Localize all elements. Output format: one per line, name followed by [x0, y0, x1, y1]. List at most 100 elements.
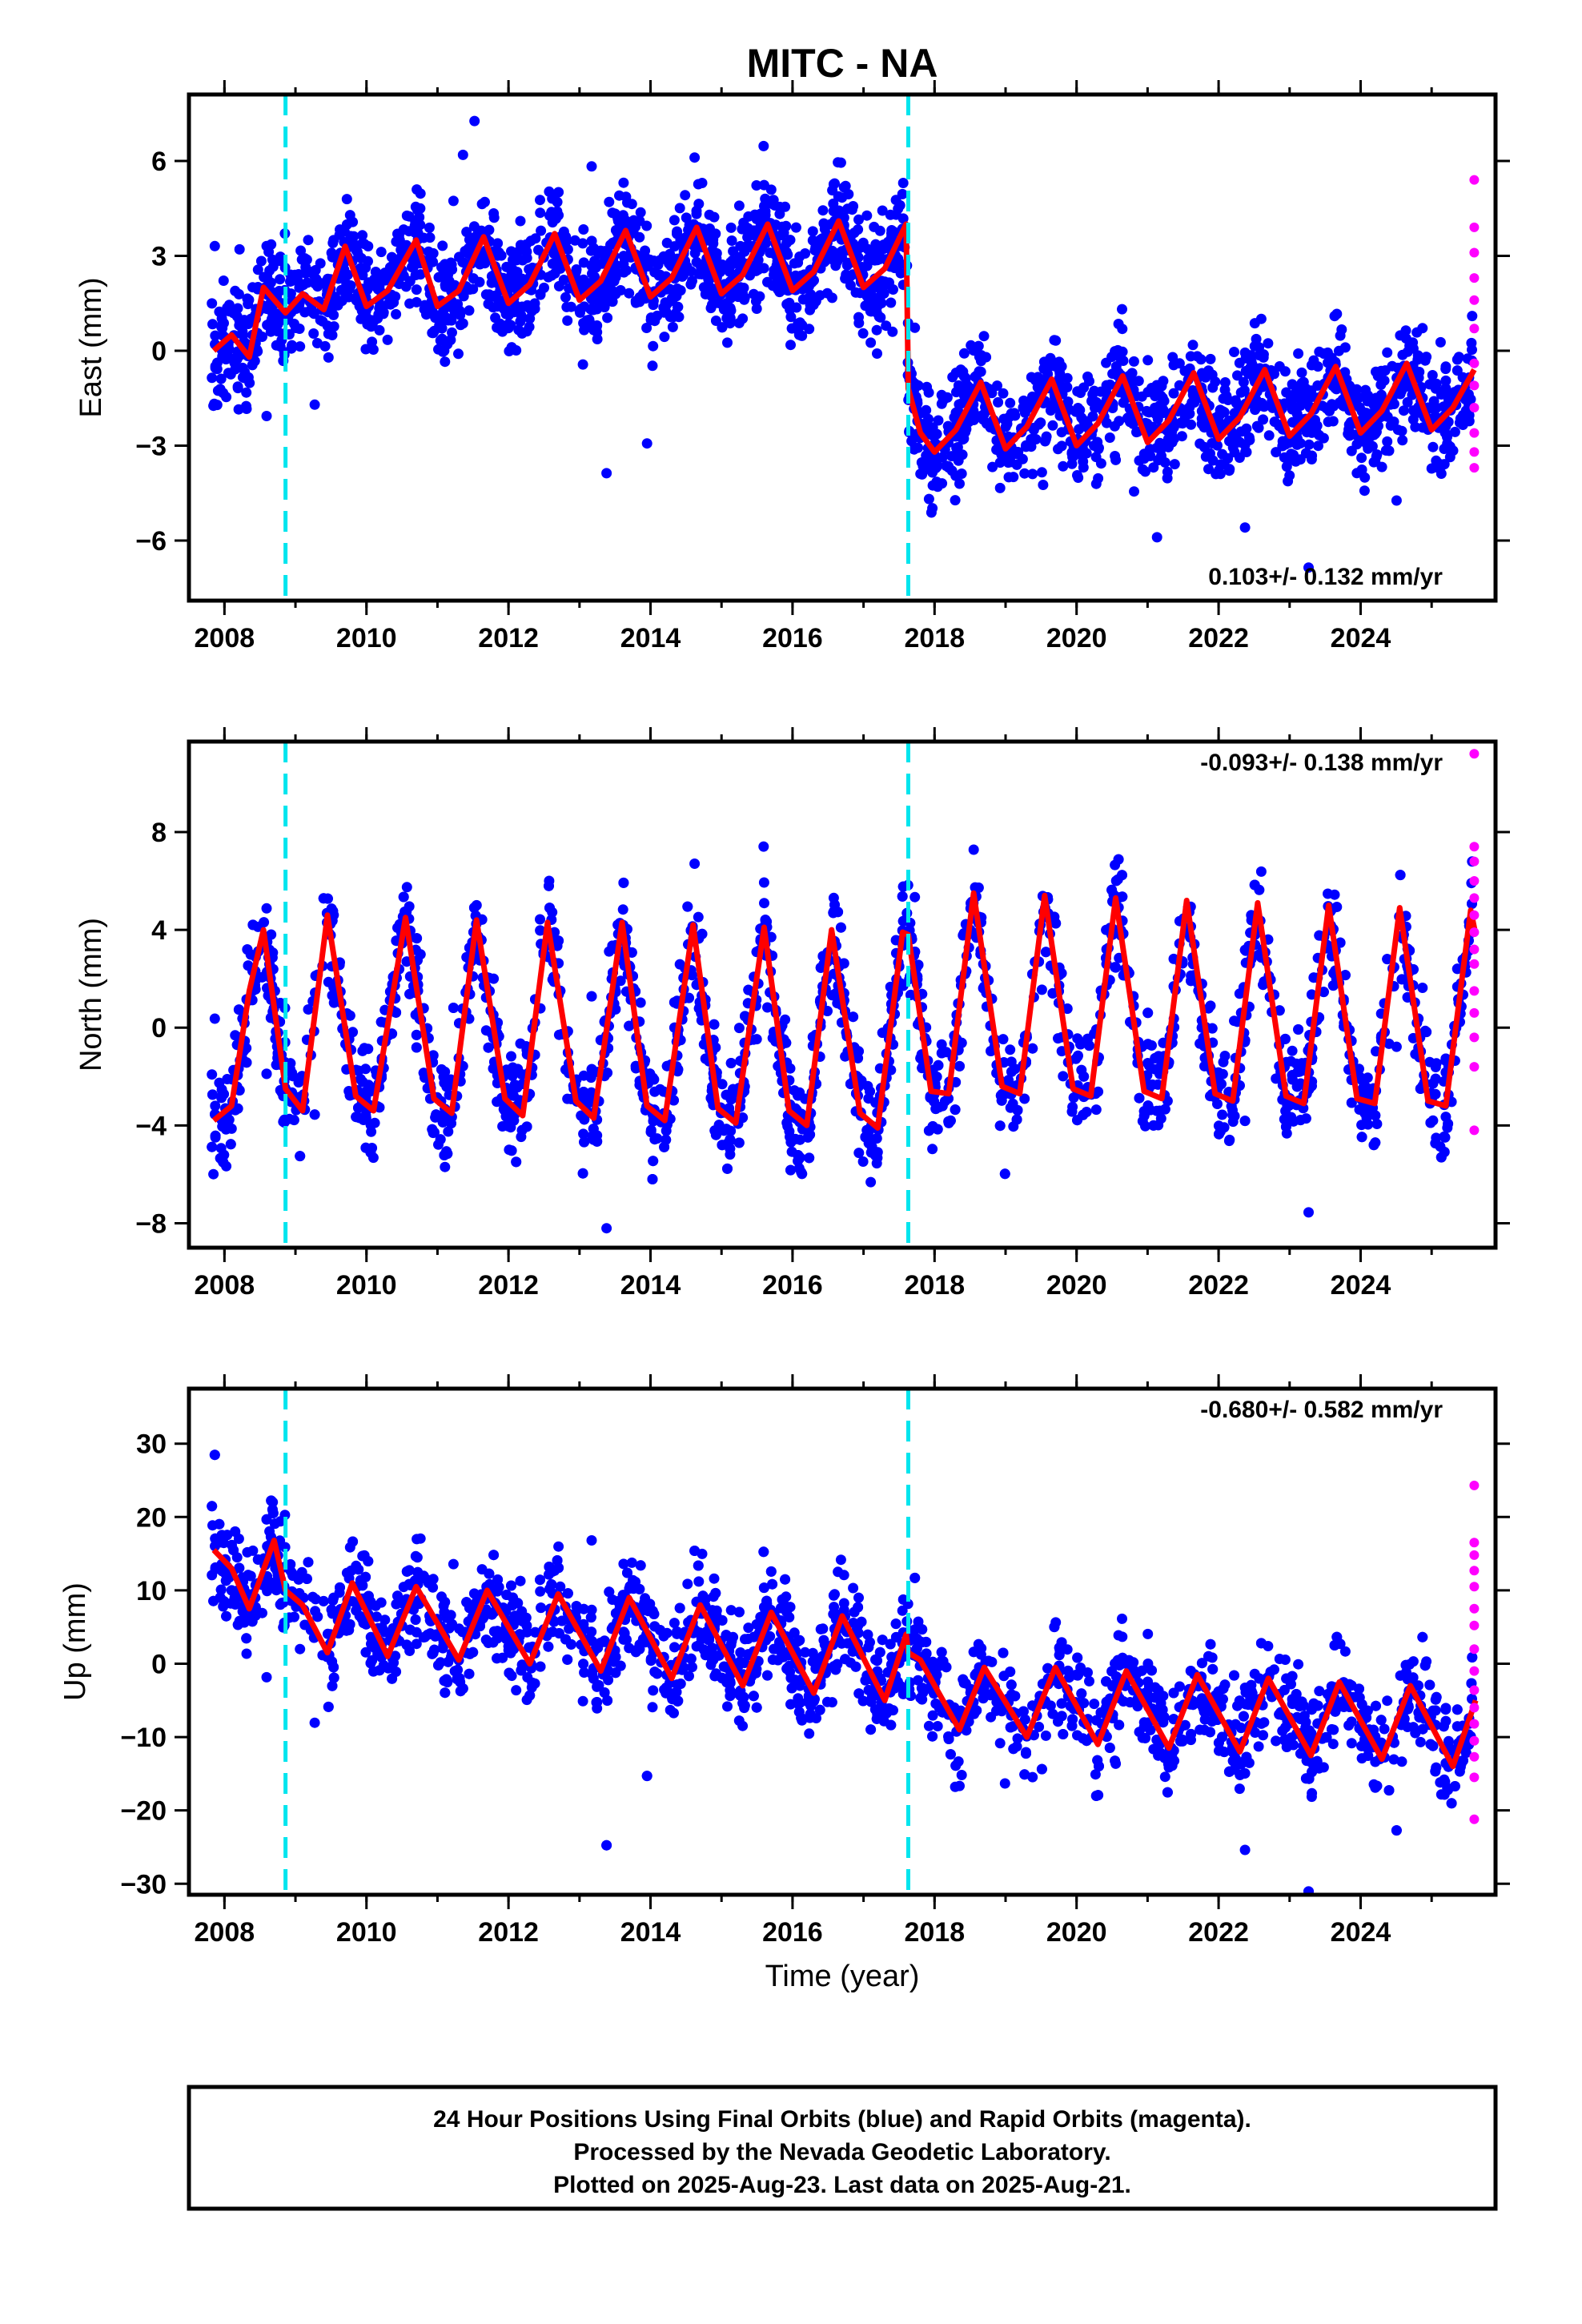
east-final-point	[1359, 485, 1370, 497]
east-final-point	[1185, 351, 1196, 362]
east-final-point	[921, 381, 933, 392]
east-final-point	[461, 227, 472, 238]
east-final-point	[1232, 370, 1243, 381]
east-final-point	[1318, 432, 1329, 444]
north-final-point	[765, 931, 777, 943]
east-final-point	[1382, 347, 1393, 358]
north-final-point	[509, 1080, 520, 1091]
east-final-point	[604, 196, 615, 207]
east-final-point	[885, 297, 897, 308]
north-final-point	[544, 903, 555, 914]
north-final-point	[351, 1112, 362, 1123]
north-final-point	[797, 1168, 808, 1180]
east-rapid-point	[1469, 463, 1480, 473]
east-final-point	[828, 179, 839, 190]
east-x-tick-label: 2018	[904, 623, 965, 653]
east-final-point	[1327, 416, 1339, 427]
north-final-point	[392, 923, 403, 933]
north-final-point	[782, 1120, 793, 1132]
east-final-point	[694, 259, 705, 270]
east-final-point	[295, 341, 306, 352]
east-final-point	[874, 225, 885, 236]
east-final-point	[209, 240, 220, 251]
east-final-point	[685, 266, 697, 277]
east-final-point	[927, 503, 938, 514]
east-final-point	[950, 470, 962, 481]
east-final-point	[992, 380, 1002, 392]
north-final-point	[1382, 954, 1393, 965]
east-final-point	[853, 214, 864, 225]
east-final-point	[981, 418, 992, 429]
east-final-point	[666, 293, 677, 304]
east-final-point	[1391, 495, 1402, 506]
east-final-point	[1056, 361, 1067, 372]
east-final-point	[881, 279, 892, 290]
east-final-point	[578, 318, 589, 328]
east-final-point	[890, 209, 901, 220]
east-final-point	[469, 115, 480, 127]
east-final-point	[1117, 324, 1128, 335]
east-final-point	[713, 298, 725, 308]
east-final-point	[1460, 394, 1471, 405]
east-final-point	[1019, 407, 1030, 418]
east-final-point	[1388, 416, 1399, 428]
east-final-point	[998, 388, 1009, 399]
east-y-tick-label: 3	[151, 241, 167, 271]
east-final-point	[1286, 448, 1297, 460]
east-final-point	[359, 239, 370, 250]
east-final-point	[1037, 376, 1048, 387]
north-final-point	[1148, 1120, 1159, 1131]
north-final-point	[1019, 1093, 1030, 1104]
east-final-point	[817, 205, 829, 216]
north-final-point	[624, 1020, 635, 1031]
east-final-point	[411, 284, 422, 296]
east-final-point	[429, 325, 440, 336]
east-final-point	[578, 274, 589, 285]
east-final-point	[1110, 451, 1121, 461]
north-final-point	[1113, 854, 1124, 865]
east-final-point	[585, 245, 596, 256]
east-final-point	[1300, 448, 1311, 459]
east-final-point	[1452, 365, 1463, 376]
east-final-point	[689, 152, 701, 163]
east-x-tick-label: 2024	[1331, 623, 1391, 653]
east-final-point	[1114, 416, 1125, 427]
east-final-point	[814, 290, 825, 301]
east-final-point	[440, 259, 451, 270]
north-final-point	[760, 915, 771, 926]
north-final-point	[848, 1011, 859, 1023]
east-final-point	[1021, 441, 1031, 452]
north-final-point	[615, 975, 626, 987]
east-final-point	[1435, 336, 1446, 348]
north-final-orbit-points	[207, 841, 1478, 1234]
north-final-point	[327, 990, 338, 1001]
east-final-point	[309, 399, 320, 410]
north-final-point	[1354, 1072, 1365, 1083]
east-final-point	[464, 305, 475, 316]
east-rapid-point	[1469, 615, 1479, 625]
east-final-point	[785, 340, 796, 351]
east-final-point	[1005, 397, 1016, 408]
east-final-point	[447, 264, 458, 275]
north-final-point	[357, 1076, 368, 1088]
east-final-point	[1104, 432, 1115, 443]
east-final-point	[326, 247, 337, 259]
north-final-point	[506, 1145, 517, 1156]
east-final-point	[424, 222, 435, 233]
east-final-point	[257, 332, 267, 342]
east-final-point	[680, 190, 691, 201]
east-final-point	[1047, 420, 1058, 431]
east-final-point	[1158, 396, 1170, 407]
north-final-point	[1075, 1039, 1086, 1050]
north-final-point	[577, 1168, 588, 1179]
east-x-tick-label: 2020	[1046, 623, 1107, 653]
east-final-point	[1219, 384, 1231, 396]
north-final-point	[1207, 1023, 1218, 1034]
north-final-point	[506, 1051, 516, 1062]
east-final-point	[895, 267, 906, 279]
east-final-point	[599, 302, 610, 313]
east-final-point	[975, 356, 986, 367]
east-final-point	[1058, 460, 1069, 472]
east-final-point	[1072, 404, 1083, 415]
east-final-point	[1427, 441, 1439, 452]
